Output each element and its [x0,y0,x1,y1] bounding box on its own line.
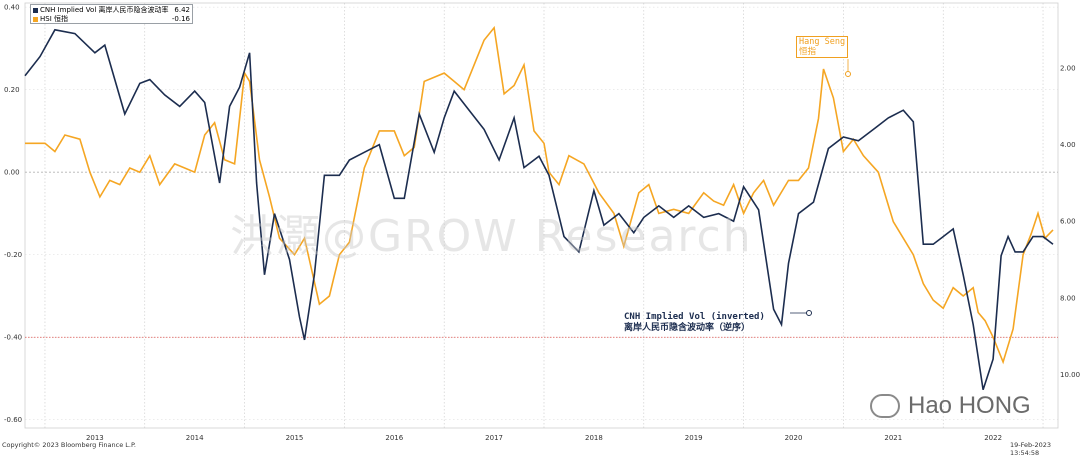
legend-entry-hsi: HSI 恒指 -0.16 [33,15,190,24]
cnh-annotation: CNH Implied Vol (inverted) 离岸人民币隐含波动率（逆序… [624,312,765,334]
legend-swatch-hsi [33,17,38,22]
hsi-annotation: Hang Seng 恒指 [796,36,849,58]
series-line-cnh [24,28,1054,390]
x-tick-label: 2022 [984,434,1002,442]
x-tick-label: 2013 [86,434,104,442]
x-axis: 2013 2014 2015 2016 2017 2018 2019 2020 2021 2022… [86,434,1002,442]
left-tick-label: -0.20 [4,251,22,259]
hsi-pointer-dot [845,71,851,77]
plot-background [24,2,1059,429]
legend-value-cnh: 6.42 [174,6,190,14]
right-tick-label: 2.00 [1060,65,1076,73]
cnh-annotation-line2: 离岸人民币隐含波动率（逆序） [624,323,751,333]
right-tick-label: 10.00 [1060,371,1080,379]
legend-label-hsi: HSI 恒指 [40,15,68,23]
cnh-annotation-line1: CNH Implied Vol (inverted) [624,312,765,322]
left-tick-label: -0.40 [4,334,22,342]
watermark-text: 洪灝@GROW Research [230,211,753,262]
x-tick-label: 2019 [685,434,703,442]
brand-text: Hao HONG [908,392,1031,419]
left-tick-label: 0.40 [4,4,20,12]
x-tick-label: 2021 [884,434,902,442]
x-tick-label: 2015 [286,434,304,442]
x-tick-label: 2018 [585,434,603,442]
right-tick-label: 6.00 [1060,218,1076,226]
right-tick-label: 4.00 [1060,141,1076,149]
right-tick-label: 8.00 [1060,294,1076,302]
hsi-annotation-line1: Hang Seng [799,37,846,47]
legend-entry-cnh: CNH Implied Vol 离岸人民币隐含波动率 6.42 [33,6,190,15]
wechat-icon [870,394,900,418]
timestamp-text: 19-Feb-2023 13:54:58 [1010,441,1052,457]
legend-swatch-cnh [33,8,38,13]
x-tick-label: 2014 [186,434,204,442]
left-tick-label: 0.20 [4,86,20,94]
legend-value-hsi: -0.16 [171,15,190,23]
left-axis: 0.40 0.20 0.00 -0.20 -0.40 -0.60 [4,4,22,425]
left-tick-label: -0.60 [4,416,22,424]
legend-label-cnh: CNH Implied Vol 离岸人民币隐含波动率 [40,6,169,14]
left-tick-label: 0.00 [4,169,20,177]
right-axis: 2.00 4.00 6.00 8.00 10.00 [1060,65,1080,379]
cnh-pointer-dot [806,310,812,316]
x-tick-label: 2017 [485,434,503,442]
annotation-pointers [790,59,851,316]
brand-watermark: Hao HONG [870,392,1031,420]
x-tick-label: 2016 [385,434,403,442]
hsi-annotation-line2: 恒指 [799,47,817,57]
series-line-hsi [25,25,1054,365]
chart-legend: CNH Implied Vol 离岸人民币隐含波动率 6.42 HSI 恒指 -… [30,4,193,24]
x-tick-label: 2020 [785,434,803,442]
copyright-text: Copyright© 2023 Bloomberg Finance L.P. [2,441,136,449]
